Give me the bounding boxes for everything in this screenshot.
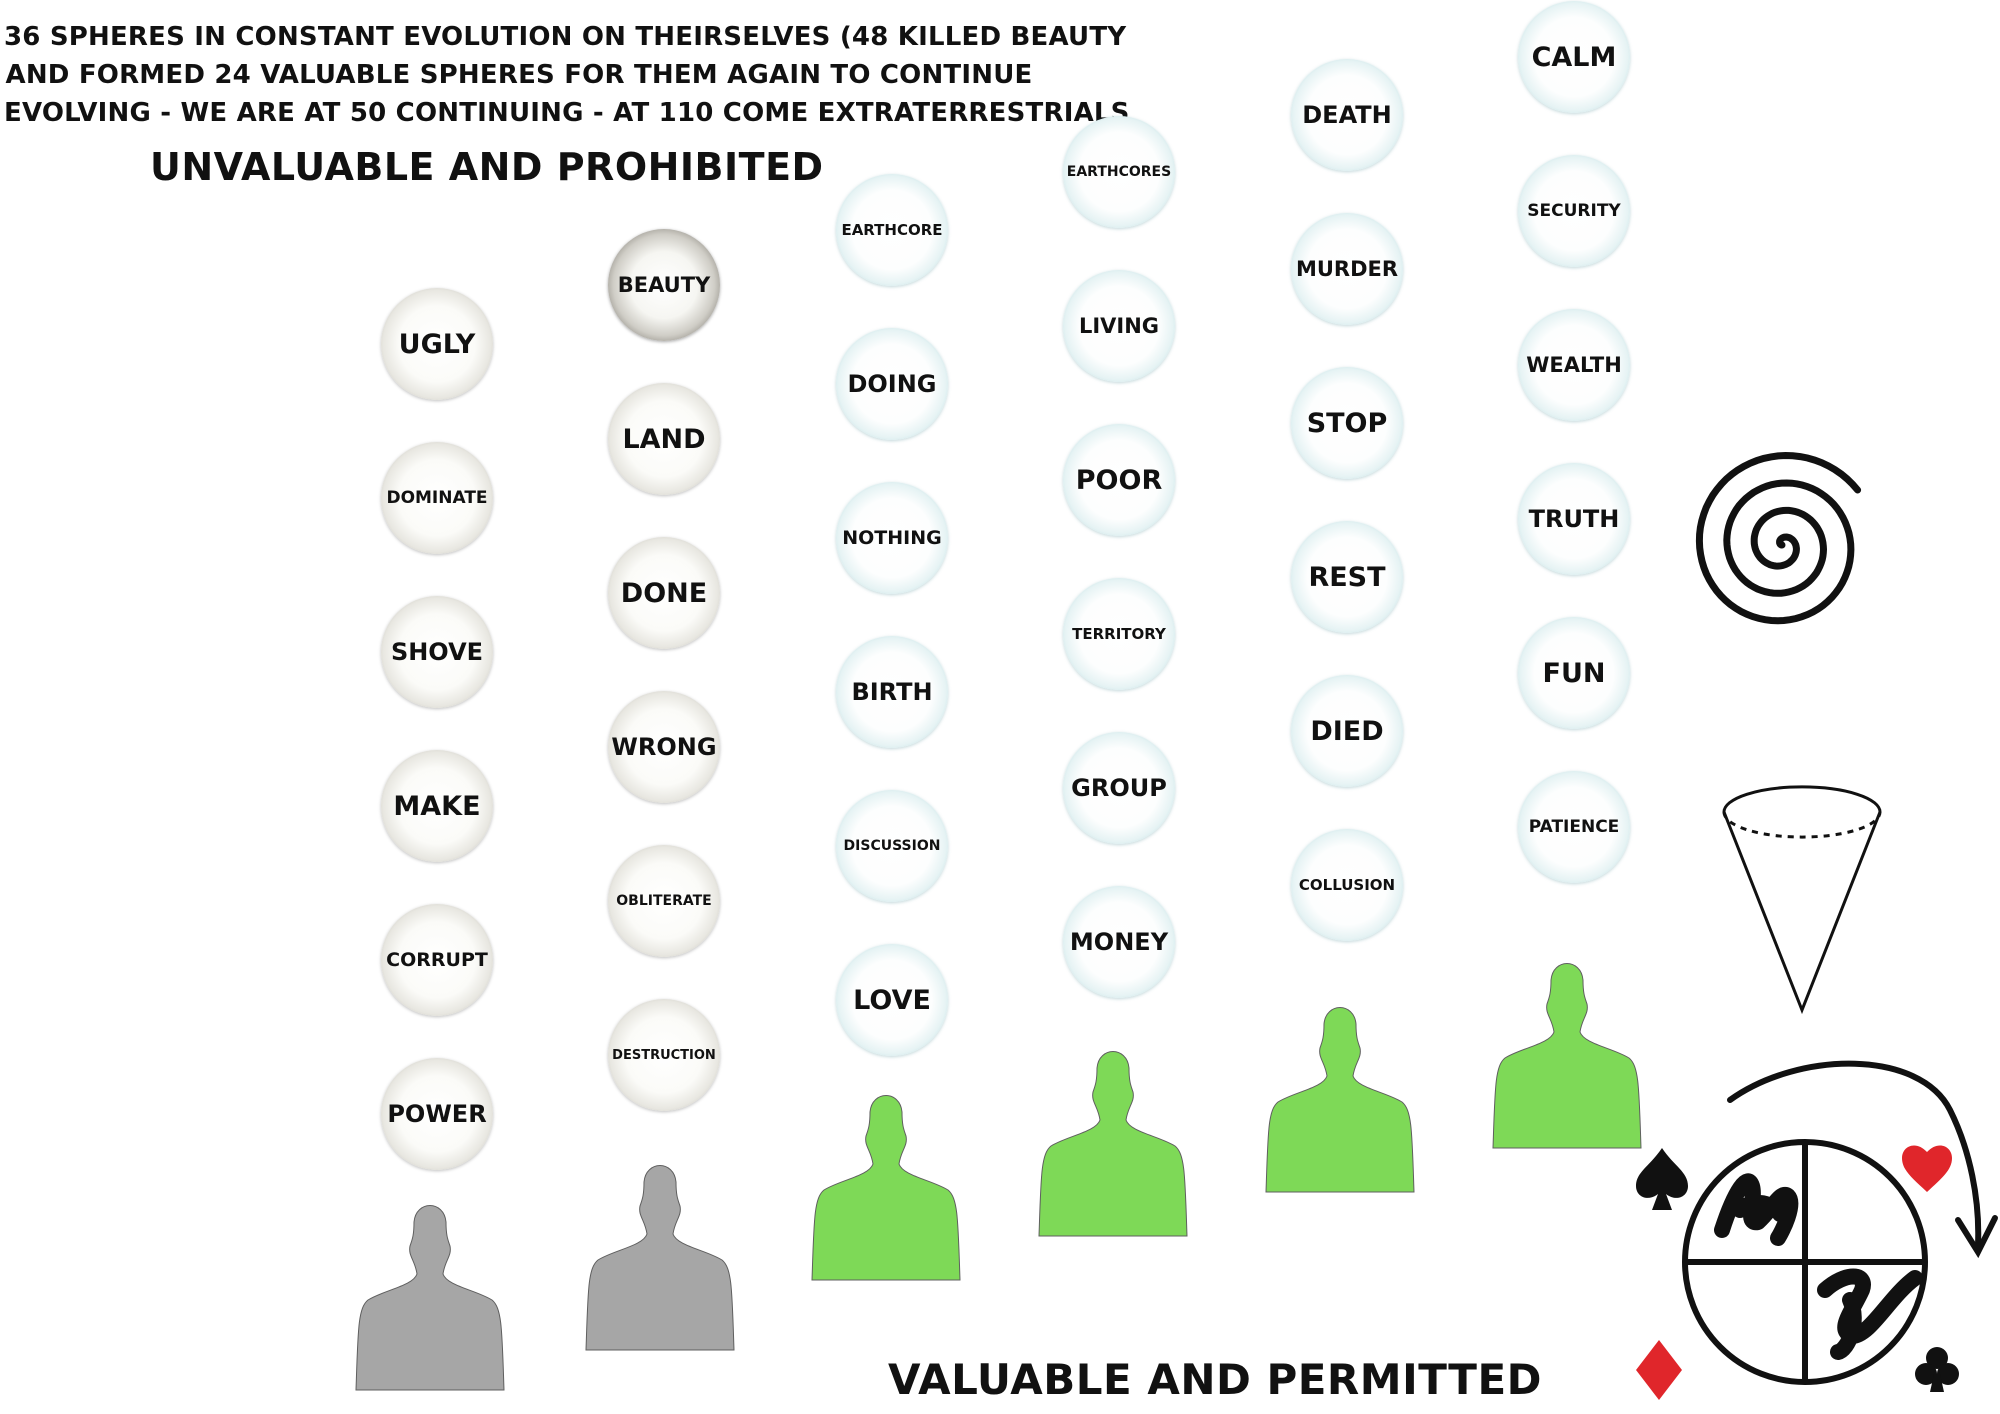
sphere-label: MAKE bbox=[393, 790, 481, 822]
intro-text: 36 SPHERES IN CONSTANT EVOLUTION ON THEI… bbox=[4, 18, 1130, 132]
sphere-label: COLLUSION bbox=[1298, 876, 1396, 894]
people-row bbox=[355, 963, 1642, 1391]
heading-unvaluable: UNVALUABLE AND PROHIBITED bbox=[150, 145, 824, 189]
sphere-wealth: WEALTH bbox=[1518, 309, 1630, 421]
club-icon bbox=[1915, 1347, 1959, 1392]
cone-icon bbox=[1722, 785, 1882, 1015]
diamond-icon bbox=[1636, 1340, 1682, 1400]
sphere-label: MONEY bbox=[1069, 928, 1169, 956]
sphere-living: LIVING bbox=[1063, 270, 1175, 382]
sphere-earthcore: EARTHCORE bbox=[836, 174, 948, 286]
green-person-icon bbox=[1492, 963, 1642, 1149]
sphere-label: DIED bbox=[1310, 715, 1384, 747]
intro-line: AND FORMED 24 VALUABLE SPHERES FOR THEM … bbox=[5, 60, 1033, 90]
sphere-label: STOP bbox=[1306, 407, 1388, 439]
sphere-corrupt: CORRUPT bbox=[381, 904, 493, 1016]
sphere-calm: CALM bbox=[1518, 1, 1630, 113]
sphere-label: UGLY bbox=[398, 328, 476, 360]
sphere-label: REST bbox=[1308, 561, 1386, 593]
grey-person-icon bbox=[585, 1165, 735, 1351]
heart-icon bbox=[1902, 1145, 1952, 1192]
sphere-label: LIVING bbox=[1078, 314, 1160, 338]
heading-valuable: VALUABLE AND PERMITTED bbox=[887, 1355, 1543, 1404]
sphere-label: CORRUPT bbox=[386, 949, 488, 971]
sphere-murder: MURDER bbox=[1291, 213, 1403, 325]
quartered-circle-icon bbox=[1682, 1139, 1928, 1385]
sphere-wrong: WRONG bbox=[608, 691, 720, 803]
intro-line: EVOLVING - WE ARE AT 50 CONTINUING - AT … bbox=[4, 98, 1130, 128]
sphere-power: POWER bbox=[381, 1058, 493, 1170]
sphere-territory: TERRITORY bbox=[1063, 578, 1175, 690]
sphere-dominate: DOMINATE bbox=[381, 442, 493, 554]
sphere-label: OBLITERATE bbox=[616, 893, 712, 909]
sphere-label: BEAUTY bbox=[617, 273, 711, 297]
sphere-birth: BIRTH bbox=[836, 636, 948, 748]
sphere-make: MAKE bbox=[381, 750, 493, 862]
sphere-doing: DOING bbox=[836, 328, 948, 440]
sphere-label: DISCUSSION bbox=[843, 838, 941, 854]
sphere-patience: PATIENCE bbox=[1518, 771, 1630, 883]
sphere-label: LOVE bbox=[853, 984, 931, 1016]
sphere-fun: FUN bbox=[1518, 617, 1630, 729]
sphere-label: DOING bbox=[847, 370, 937, 398]
sphere-poor: POOR bbox=[1063, 424, 1175, 536]
sphere-obliterate: OBLITERATE bbox=[608, 845, 720, 957]
sphere-label: PATIENCE bbox=[1528, 817, 1620, 837]
sphere-label: EARTHCORES bbox=[1066, 164, 1172, 180]
sphere-died: DIED bbox=[1291, 675, 1403, 787]
spade-icon bbox=[1636, 1148, 1688, 1210]
sphere-label: DEATH bbox=[1302, 101, 1392, 129]
sphere-discussion: DISCUSSION bbox=[836, 790, 948, 902]
sphere-label: TERRITORY bbox=[1072, 625, 1166, 643]
sphere-label: POWER bbox=[387, 1100, 487, 1128]
sphere-death: DEATH bbox=[1291, 59, 1403, 171]
sphere-destruction: DESTRUCTION bbox=[608, 999, 720, 1111]
sphere-label: DESTRUCTION bbox=[612, 1047, 716, 1063]
sphere-label: LAND bbox=[622, 423, 706, 455]
sphere-rest: REST bbox=[1291, 521, 1403, 633]
sphere-nothing: NOTHING bbox=[836, 482, 948, 594]
sphere-label: WEALTH bbox=[1526, 353, 1622, 377]
spiral-icon bbox=[1695, 451, 1862, 625]
sphere-label: GROUP bbox=[1071, 774, 1167, 802]
scribble-mark bbox=[1714, 1173, 1799, 1246]
curved-arrow-icon bbox=[1727, 1060, 1998, 1259]
sphere-label: CALM bbox=[1531, 41, 1617, 73]
sphere-label: EARTHCORE bbox=[841, 221, 943, 239]
sphere-label: MURDER bbox=[1295, 257, 1399, 281]
sphere-collusion: COLLUSION bbox=[1291, 829, 1403, 941]
sphere-label: TRUTH bbox=[1528, 505, 1620, 533]
sphere-label: BIRTH bbox=[851, 678, 933, 706]
sphere-done: DONE bbox=[608, 537, 720, 649]
sphere-ugly: UGLY bbox=[381, 288, 493, 400]
sphere-stop: STOP bbox=[1291, 367, 1403, 479]
sphere-money: MONEY bbox=[1063, 886, 1175, 998]
sphere-shove: SHOVE bbox=[381, 596, 493, 708]
green-person-icon bbox=[811, 1095, 961, 1281]
sphere-land: LAND bbox=[608, 383, 720, 495]
sphere-label: WRONG bbox=[611, 733, 717, 761]
sphere-label: FUN bbox=[1542, 657, 1606, 689]
intro-line: 36 SPHERES IN CONSTANT EVOLUTION ON THEI… bbox=[4, 22, 1127, 52]
sphere-love: LOVE bbox=[836, 944, 948, 1056]
sphere-label: DOMINATE bbox=[386, 488, 488, 508]
green-person-icon bbox=[1265, 1007, 1415, 1193]
sphere-label: NOTHING bbox=[842, 527, 942, 549]
sphere-label: SECURITY bbox=[1527, 201, 1621, 221]
sphere-truth: TRUTH bbox=[1518, 463, 1630, 575]
sphere-group: GROUP bbox=[1063, 732, 1175, 844]
sphere-beauty: BEAUTY bbox=[608, 229, 720, 341]
grey-person-icon bbox=[355, 1205, 505, 1391]
green-person-icon bbox=[1038, 1051, 1188, 1237]
sphere-security: SECURITY bbox=[1518, 155, 1630, 267]
sphere-label: SHOVE bbox=[390, 638, 484, 666]
scribble-mark bbox=[1817, 1268, 1923, 1360]
sphere-label: POOR bbox=[1075, 464, 1163, 496]
sphere-earthcores: EARTHCORES bbox=[1063, 116, 1175, 228]
sphere-label: DONE bbox=[620, 577, 708, 609]
